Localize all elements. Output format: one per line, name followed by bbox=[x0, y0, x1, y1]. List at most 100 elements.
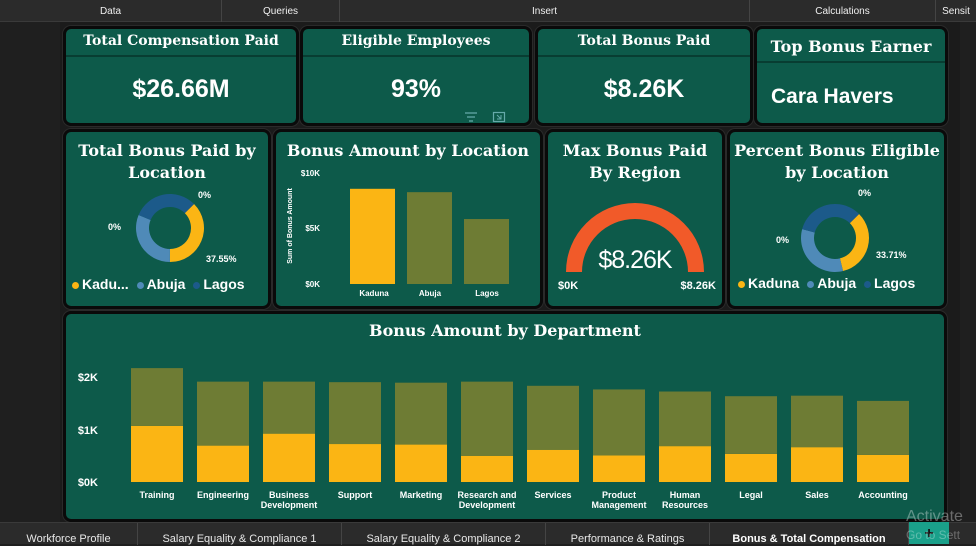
tab-workforce-profile[interactable]: Workforce Profile bbox=[0, 523, 138, 545]
gauge-value: $8.26K bbox=[598, 246, 673, 274]
bar-segment-upper[interactable] bbox=[197, 381, 249, 446]
chart-title-line2: By Region bbox=[589, 163, 681, 182]
bar-segment-upper[interactable] bbox=[725, 396, 777, 454]
kpi-title: Total Compensation Paid bbox=[66, 33, 296, 57]
donut-bonus-by-location[interactable]: Total Bonus Paid by Location 0% 0% 37.55… bbox=[63, 129, 271, 309]
bar-segment-lower[interactable] bbox=[725, 453, 777, 482]
bar-segment-lower[interactable] bbox=[461, 456, 513, 482]
bar-abuja[interactable] bbox=[407, 192, 452, 284]
bar-segment-lower[interactable] bbox=[197, 445, 249, 482]
x-tick-label: Sales bbox=[805, 490, 829, 500]
kpi-value: Cara Havers bbox=[771, 85, 894, 108]
legend-item-abuja[interactable]: Abuja bbox=[136, 276, 185, 292]
kpi-top-bonus-earner[interactable]: Top Bonus Earner Cara Havers bbox=[754, 26, 948, 126]
legend-item-kaduna[interactable]: Kaduna bbox=[738, 275, 799, 291]
x-tick-label: Business bbox=[269, 490, 309, 500]
bar-segment-lower[interactable] bbox=[527, 449, 579, 482]
legend-dot bbox=[807, 280, 815, 288]
bar-segment-upper[interactable] bbox=[527, 385, 579, 450]
chart-title-line2: Location bbox=[128, 163, 206, 182]
kaduna-data-label: 37.55% bbox=[206, 254, 237, 264]
x-tick-label: Accounting bbox=[858, 490, 908, 500]
legend-item-kaduna[interactable]: Kadu... bbox=[72, 276, 129, 292]
legend-dot bbox=[738, 280, 745, 288]
bar-segment-lower[interactable] bbox=[329, 444, 381, 482]
legend-item-lagos[interactable]: Lagos bbox=[864, 275, 915, 291]
ribbon-data-section[interactable]: Data bbox=[0, 0, 222, 22]
gauge-max-bonus-region[interactable]: Max Bonus Paid By Region $8.26K $0K $8.2… bbox=[545, 129, 725, 309]
donut-svg: 0% 0% 37.55% bbox=[108, 190, 237, 264]
bar-segment-upper[interactable] bbox=[263, 381, 315, 434]
x-tick-label: Product bbox=[602, 490, 636, 500]
donut-slice-kaduna[interactable] bbox=[839, 213, 869, 272]
chart-title-line1: Percent Bonus Eligible bbox=[734, 141, 940, 160]
ribbon-queries-section[interactable]: Queries bbox=[222, 0, 340, 22]
donut-svg: 0% 0% 33.71% bbox=[776, 188, 907, 272]
chart-title: Bonus Amount by Location bbox=[286, 141, 530, 160]
kpi-value: 93% bbox=[390, 75, 442, 103]
bar-segment-upper[interactable] bbox=[461, 381, 513, 456]
x-tick-label: Resources bbox=[662, 500, 708, 510]
kpi-total-bonus-paid[interactable]: Total Bonus Paid $8.26K bbox=[535, 26, 753, 126]
filter-icon[interactable] bbox=[464, 110, 478, 122]
donut-slice-abuja[interactable] bbox=[801, 229, 844, 272]
bar-segment-upper[interactable] bbox=[593, 389, 645, 456]
tab-salary-equality-2[interactable]: Salary Equality & Compliance 2 bbox=[342, 523, 546, 545]
donut-slice-lagos[interactable] bbox=[138, 194, 195, 220]
tab-salary-equality-1[interactable]: Salary Equality & Compliance 1 bbox=[138, 523, 342, 545]
gauge-max-label: $8.26K bbox=[681, 280, 717, 292]
bar-segment-lower[interactable] bbox=[857, 454, 909, 482]
kpi-title: Top Bonus Earner bbox=[757, 37, 945, 63]
add-page-button[interactable]: + bbox=[909, 522, 949, 544]
bar-chart-svg: Sum of Bonus Amount $10K $5K $0K Kaduna … bbox=[287, 169, 509, 298]
ribbon-bar: Data Queries Insert Calculations Sensit bbox=[0, 0, 976, 22]
bar-bonus-by-department[interactable]: Bonus Amount by Department $2K $1K $0K T… bbox=[63, 311, 947, 522]
kpi-title: Total Bonus Paid bbox=[538, 33, 750, 57]
y-tick-label: $1K bbox=[78, 425, 98, 437]
bar-segment-lower[interactable] bbox=[791, 447, 843, 482]
legend-label: Kaduna bbox=[748, 275, 800, 291]
kpi-eligible-employees[interactable]: Eligible Employees 93% bbox=[300, 26, 532, 126]
donut-slice-kaduna[interactable] bbox=[169, 203, 204, 262]
bar-segment-lower[interactable] bbox=[131, 425, 183, 482]
bar-segment-lower[interactable] bbox=[263, 433, 315, 482]
focus-mode-icon[interactable] bbox=[492, 110, 506, 123]
tab-bonus-total-compensation[interactable]: Bonus & Total Compensation bbox=[710, 523, 909, 545]
chart-title-line1: Total Bonus Paid by bbox=[78, 141, 256, 160]
bar-segment-upper[interactable] bbox=[131, 368, 183, 426]
legend-item-abuja[interactable]: Abuja bbox=[807, 275, 856, 291]
bar-segment-upper[interactable] bbox=[329, 382, 381, 445]
bar-segment-upper[interactable] bbox=[857, 400, 909, 455]
donut-slice-lagos[interactable] bbox=[802, 204, 860, 233]
bar-kaduna[interactable] bbox=[350, 188, 395, 284]
chart-title: Bonus Amount by Department bbox=[369, 321, 641, 340]
y-tick-label: $10K bbox=[301, 169, 320, 178]
bar-segment-lower[interactable] bbox=[593, 455, 645, 482]
x-tick-label: Abuja bbox=[419, 289, 442, 298]
ribbon-calculations-section[interactable]: Calculations bbox=[750, 0, 936, 22]
donut-slice-abuja[interactable] bbox=[136, 214, 170, 262]
kpi-total-compensation[interactable]: Total Compensation Paid $26.66M bbox=[63, 26, 299, 126]
bar-segment-upper[interactable] bbox=[791, 395, 843, 448]
abuja-data-label: 0% bbox=[198, 190, 211, 200]
ribbon-insert-section[interactable]: Insert bbox=[340, 0, 750, 22]
bar-bonus-by-location[interactable]: Bonus Amount by Location Sum of Bonus Am… bbox=[273, 129, 543, 309]
chart-legend: Kadu... Abuja Lagos bbox=[72, 276, 264, 292]
legend-label: Kadu... bbox=[82, 276, 129, 292]
x-tick-label: Services bbox=[534, 490, 571, 500]
chart-legend: Kaduna Abuja Lagos bbox=[738, 275, 940, 291]
tab-performance-ratings[interactable]: Performance & Ratings bbox=[546, 523, 710, 545]
x-tick-label: Research and bbox=[457, 490, 516, 500]
ribbon-sensitivity-section[interactable]: Sensit bbox=[942, 6, 970, 17]
legend-item-lagos[interactable]: Lagos bbox=[193, 276, 245, 292]
donut-percent-eligible[interactable]: Percent Bonus Eligible by Location 0% 0%… bbox=[727, 129, 947, 309]
x-tick-label: Legal bbox=[739, 490, 763, 500]
bar-segment-upper[interactable] bbox=[659, 391, 711, 447]
bar-lagos[interactable] bbox=[464, 219, 509, 284]
department-chart-svg: $2K $1K $0K Training Engineering BusinessD… bbox=[78, 368, 909, 510]
bar-segment-lower[interactable] bbox=[395, 444, 447, 482]
kpi-title: Eligible Employees bbox=[303, 33, 529, 57]
bar-segment-lower[interactable] bbox=[659, 446, 711, 482]
kpi-value: $8.26K bbox=[603, 75, 685, 103]
bar-segment-upper[interactable] bbox=[395, 382, 447, 445]
